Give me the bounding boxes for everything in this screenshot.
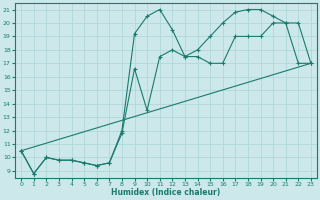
X-axis label: Humidex (Indice chaleur): Humidex (Indice chaleur) bbox=[111, 188, 221, 197]
